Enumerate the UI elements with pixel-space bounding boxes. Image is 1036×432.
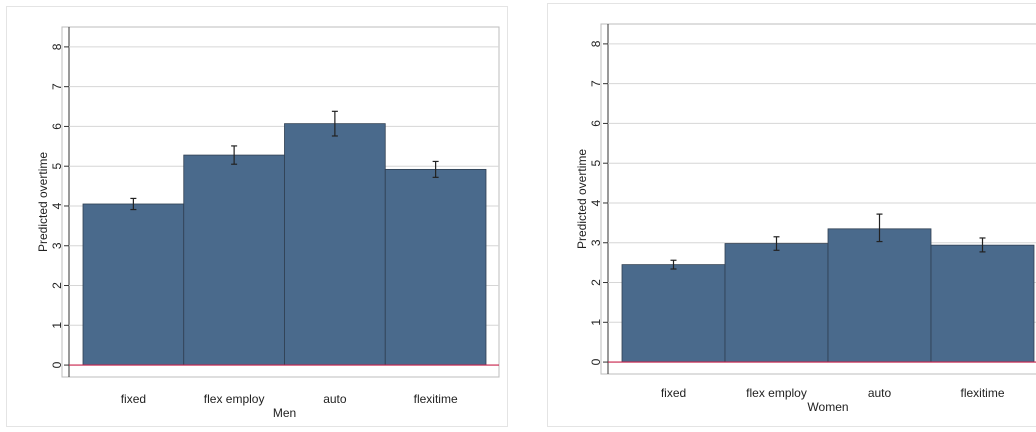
y-tick-label-2: 2: [50, 282, 64, 289]
y-tick-label-6: 6: [50, 123, 64, 130]
y-tick-label-8: 8: [589, 40, 603, 47]
y-tick-label-7: 7: [589, 80, 603, 87]
y-tick-label-6: 6: [589, 120, 603, 127]
y-axis-title: Predicted overtime: [36, 152, 50, 252]
bar-chart-men: 0 1 2 3 4 5 6 7 8 fixed flex employ auto flexitime Me…: [36, 26, 500, 420]
x-category-label: flexitime: [414, 392, 458, 406]
y-tick-label-5: 5: [589, 160, 603, 167]
bar-flexitime: [930, 244, 1035, 363]
y-tick-label-2: 2: [589, 279, 603, 286]
bar-chart-women: 0 1 2 3 4 5 6 7 8 fixed flex employ auto flexitime Wo…: [575, 23, 1036, 414]
y-tick-label-1: 1: [50, 322, 64, 329]
chart-panel-women: 0 1 2 3 4 5 6 7 8 fixed flex employ auto flexitime Wo…: [547, 3, 1036, 427]
x-category-label: auto: [868, 386, 892, 400]
y-tick-label-8: 8: [50, 43, 64, 50]
bar-auto: [284, 123, 386, 366]
y-tick-label-4: 4: [589, 199, 603, 206]
bar-fixed: [82, 203, 185, 366]
bar-fixed: [621, 264, 726, 363]
y-tick-label-3: 3: [589, 239, 603, 246]
bar-flexitime: [384, 168, 487, 366]
x-category-label: flex employ: [204, 392, 265, 406]
x-axis-title: Women: [807, 400, 848, 414]
bar-auto: [827, 228, 932, 363]
bar-flex-employ: [183, 154, 285, 366]
y-axis-title: Predicted overtime: [575, 149, 589, 249]
x-axis-title: Men: [273, 406, 296, 420]
chart-panel-men: 0 1 2 3 4 5 6 7 8 fixed flex employ auto flexitime Me…: [6, 6, 508, 427]
y-tick-label-4: 4: [50, 202, 64, 209]
y-tick-label-3: 3: [50, 242, 64, 249]
y-tick-label-5: 5: [50, 163, 64, 170]
x-category-label: auto: [323, 392, 347, 406]
y-tick-label-0: 0: [50, 361, 64, 368]
y-tick-label-0: 0: [589, 358, 603, 365]
y-tick-label-1: 1: [589, 319, 603, 326]
x-category-label: fixed: [661, 386, 686, 400]
x-category-label: flexitime: [960, 386, 1004, 400]
bar-flex-employ: [724, 243, 829, 363]
x-category-label: flex employ: [746, 386, 807, 400]
x-category-label: fixed: [121, 392, 146, 406]
y-tick-label-7: 7: [50, 83, 64, 90]
